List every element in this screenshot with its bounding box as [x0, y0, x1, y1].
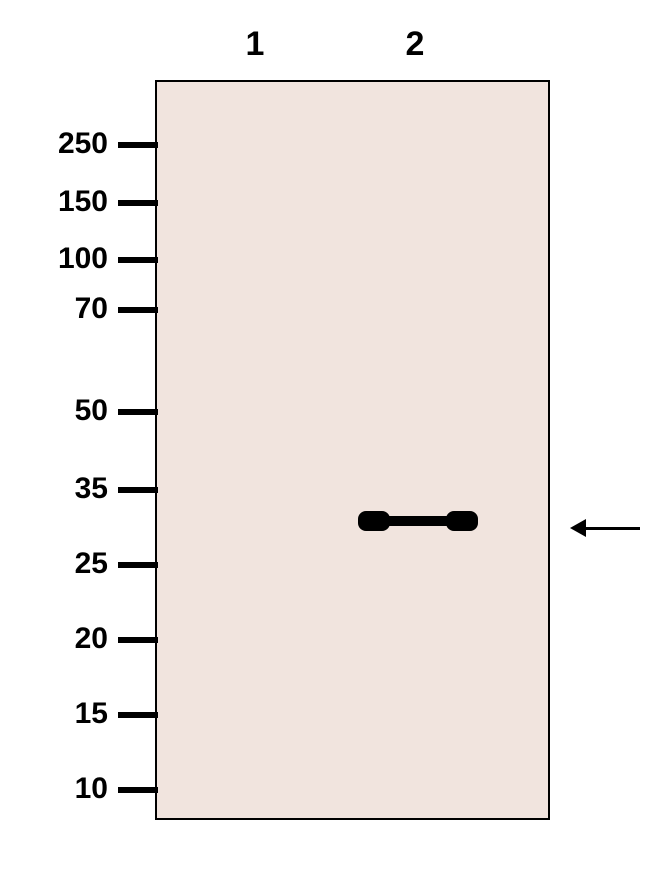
marker-tick-100: [118, 257, 158, 263]
marker-label-250: 250: [38, 127, 108, 161]
marker-tick-10: [118, 787, 158, 793]
marker-label-10: 10: [38, 772, 108, 806]
blot-frame: [155, 80, 550, 820]
band-lane2-right-lobe: [446, 511, 478, 531]
marker-label-20: 20: [38, 622, 108, 656]
marker-tick-15: [118, 712, 158, 718]
arrow-head-icon: [570, 519, 586, 537]
marker-tick-70: [118, 307, 158, 313]
marker-label-50: 50: [38, 394, 108, 428]
blot-membrane-background: [157, 82, 548, 818]
marker-tick-150: [118, 200, 158, 206]
arrow-shaft: [586, 527, 640, 530]
band-lane2-center: [386, 516, 450, 526]
marker-tick-35: [118, 487, 158, 493]
western-blot-figure: 1 2 250 150 100 70 50 35 25 20 15 10: [0, 0, 650, 870]
marker-label-15: 15: [38, 697, 108, 731]
lane-label-2: 2: [400, 25, 430, 64]
marker-label-35: 35: [38, 472, 108, 506]
band-indicator-arrow: [570, 519, 640, 537]
marker-tick-50: [118, 409, 158, 415]
marker-tick-25: [118, 562, 158, 568]
marker-label-100: 100: [38, 242, 108, 276]
lane-label-1: 1: [240, 25, 270, 64]
marker-label-150: 150: [38, 185, 108, 219]
marker-tick-250: [118, 142, 158, 148]
marker-tick-20: [118, 637, 158, 643]
marker-label-25: 25: [38, 547, 108, 581]
marker-label-70: 70: [38, 292, 108, 326]
